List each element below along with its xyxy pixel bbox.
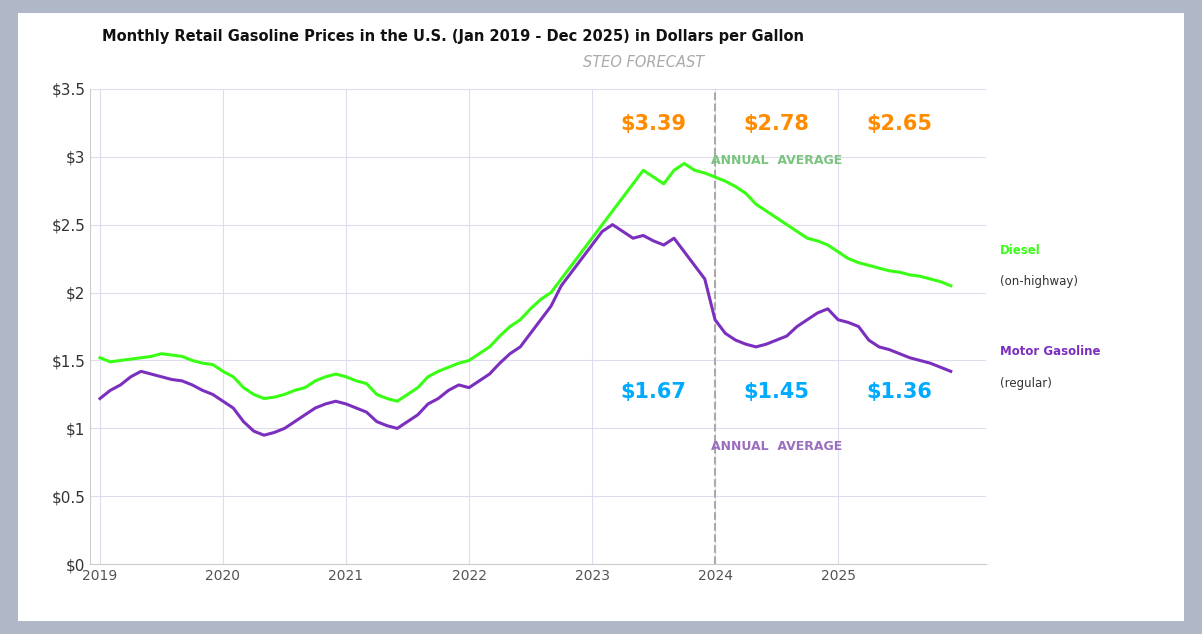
Text: $3.39: $3.39 bbox=[620, 114, 686, 134]
Text: $1.67: $1.67 bbox=[620, 382, 686, 402]
Text: STEO FORECAST: STEO FORECAST bbox=[583, 55, 703, 70]
Text: Motor Gasoline: Motor Gasoline bbox=[1000, 345, 1101, 358]
Text: (on-highway): (on-highway) bbox=[1000, 275, 1078, 288]
Text: (regular): (regular) bbox=[1000, 377, 1052, 390]
Text: $2.78: $2.78 bbox=[744, 114, 809, 134]
Text: Monthly Retail Gasoline Prices in the U.S. (Jan 2019 - Dec 2025) in Dollars per : Monthly Retail Gasoline Prices in the U.… bbox=[102, 29, 804, 44]
Text: $2.65: $2.65 bbox=[867, 114, 933, 134]
Text: $1.36: $1.36 bbox=[867, 382, 933, 402]
Text: ANNUAL  AVERAGE: ANNUAL AVERAGE bbox=[710, 439, 843, 453]
Text: $1.45: $1.45 bbox=[744, 382, 809, 402]
Text: Diesel: Diesel bbox=[1000, 243, 1041, 257]
Text: ANNUAL  AVERAGE: ANNUAL AVERAGE bbox=[710, 154, 843, 167]
